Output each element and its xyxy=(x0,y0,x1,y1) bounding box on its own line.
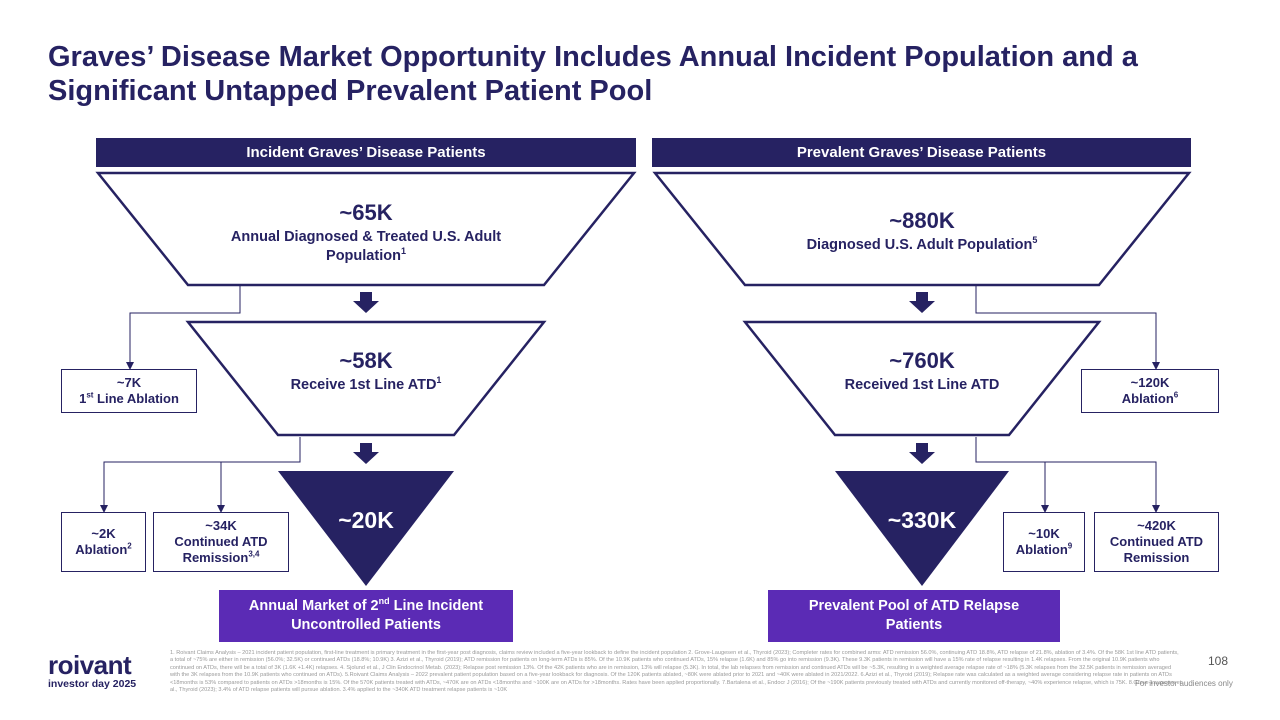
prevalent-middle-label: Received 1st Line ATD xyxy=(844,377,1000,393)
prevalent-header: Prevalent Graves’ Disease Patients xyxy=(652,138,1191,167)
result-text-part: Annual Market of 2 xyxy=(248,598,379,614)
prevalent-funnel-bottom xyxy=(835,471,1009,586)
footnote-ref: 5 xyxy=(1032,235,1038,246)
result-text-line2: Uncontrolled Patients xyxy=(291,617,441,633)
prevalent-bottom-value: ~330K xyxy=(887,507,957,533)
incident-connector-2k xyxy=(100,437,301,513)
incident-middle-label: Receive 1st Line ATD xyxy=(290,377,437,393)
incident-funnel-top-text: ~65K Annual Diagnosed & Treated U.S. Adu… xyxy=(190,198,542,266)
box-value: ~10K xyxy=(1028,526,1060,541)
prevalent-connector-10k xyxy=(975,437,1160,513)
box-value: ~420K xyxy=(1137,518,1176,533)
footnote-ref: 1 xyxy=(436,375,442,386)
prevalent-down-arrow-2 xyxy=(909,443,935,464)
prevalent-middle-value: ~760K xyxy=(889,348,955,373)
prevalent-funnel-middle xyxy=(742,320,1102,437)
incident-ablation-box: ~2K Ablation2 xyxy=(61,512,146,572)
prevalent-pool-result: Prevalent Pool of ATD Relapse Patients xyxy=(768,590,1060,642)
incident-down-arrow-1 xyxy=(353,292,379,313)
box-value: ~34K xyxy=(205,518,237,533)
box-label-sup: st xyxy=(86,390,94,400)
box-label: Continued ATD Remission xyxy=(174,534,268,565)
footnote-ref: 2 xyxy=(127,541,132,551)
box-label: Continued ATD Remission xyxy=(1109,534,1204,565)
result-text-sup: nd xyxy=(378,596,390,607)
prevalent-connector-ablation xyxy=(975,286,1160,370)
prevalent-second-ablation-box: ~10K Ablation9 xyxy=(1003,512,1085,572)
logo-subtitle: investor day 2025 xyxy=(48,678,137,690)
box-label-part: Line Ablation xyxy=(93,391,179,406)
incident-continued-atd-box: ~34K Continued ATD Remission3,4 xyxy=(153,512,289,572)
box-label: Ablation xyxy=(1015,542,1068,557)
incident-connector-ablation xyxy=(126,286,241,370)
incident-market-result: Annual Market of 2nd Line Incident Uncon… xyxy=(219,590,513,642)
logo-word: roivant xyxy=(48,650,132,680)
prevalent-ablation-box: ~120K Ablation6 xyxy=(1081,369,1219,413)
prevalent-down-arrow-1 xyxy=(909,292,935,313)
incident-down-arrow-2 xyxy=(353,443,379,464)
box-label: Ablation xyxy=(75,542,128,557)
page-title: Graves’ Disease Market Opportunity Inclu… xyxy=(48,41,1138,107)
box-label: Ablation xyxy=(1121,391,1174,406)
incident-bottom-value: ~20K xyxy=(338,507,394,533)
box-value: ~7K xyxy=(116,375,142,390)
result-text-part: Line Incident xyxy=(389,598,484,614)
prevalent-top-label: Diagnosed U.S. Adult Population xyxy=(806,237,1033,253)
incident-header: Incident Graves’ Disease Patients xyxy=(96,138,636,167)
box-label-part: 1 xyxy=(79,391,87,406)
footnotes: 1. Roivant Claims Analysis – 2021 incide… xyxy=(170,650,1182,694)
incident-middle-value: ~58K xyxy=(339,348,393,373)
footnote-ref: 6 xyxy=(1173,390,1179,400)
page-number: 108 xyxy=(1208,654,1229,668)
incident-first-line-ablation-box: ~7K 1st Line Ablation xyxy=(61,369,197,413)
incident-funnel-middle xyxy=(185,320,547,437)
incident-top-label: Annual Diagnosed & Treated U.S. Adult Po… xyxy=(230,229,502,264)
prevalent-funnel-top xyxy=(652,171,1192,287)
prevalent-funnel-top-text: ~880K Diagnosed U.S. Adult Population5 xyxy=(747,206,1097,255)
prevalent-funnel-middle-text: ~760K Received 1st Line ATD xyxy=(837,346,1007,395)
audience-disclaimer: For investor audiences only xyxy=(1135,679,1233,688)
footnote-ref: 3,4 xyxy=(248,549,260,559)
roivant-logo: roivant investor day 2025 xyxy=(48,652,136,690)
result-text-line1: Prevalent Pool of ATD Relapse xyxy=(808,598,1020,614)
prevalent-top-value: ~880K xyxy=(889,208,955,233)
box-value: ~120K xyxy=(1130,375,1170,390)
prevalent-continued-atd-box: ~420K Continued ATD Remission xyxy=(1094,512,1219,572)
result-text-line2: Patients xyxy=(885,617,943,633)
incident-funnel-middle-text: ~58K Receive 1st Line ATD1 xyxy=(258,346,474,395)
incident-funnel-top xyxy=(95,171,637,287)
footnote-ref: 1 xyxy=(400,246,406,257)
incident-top-value: ~65K xyxy=(339,200,393,225)
incident-funnel-bottom xyxy=(278,471,454,586)
footnote-ref: 9 xyxy=(1067,541,1073,551)
box-value: ~2K xyxy=(91,526,116,541)
